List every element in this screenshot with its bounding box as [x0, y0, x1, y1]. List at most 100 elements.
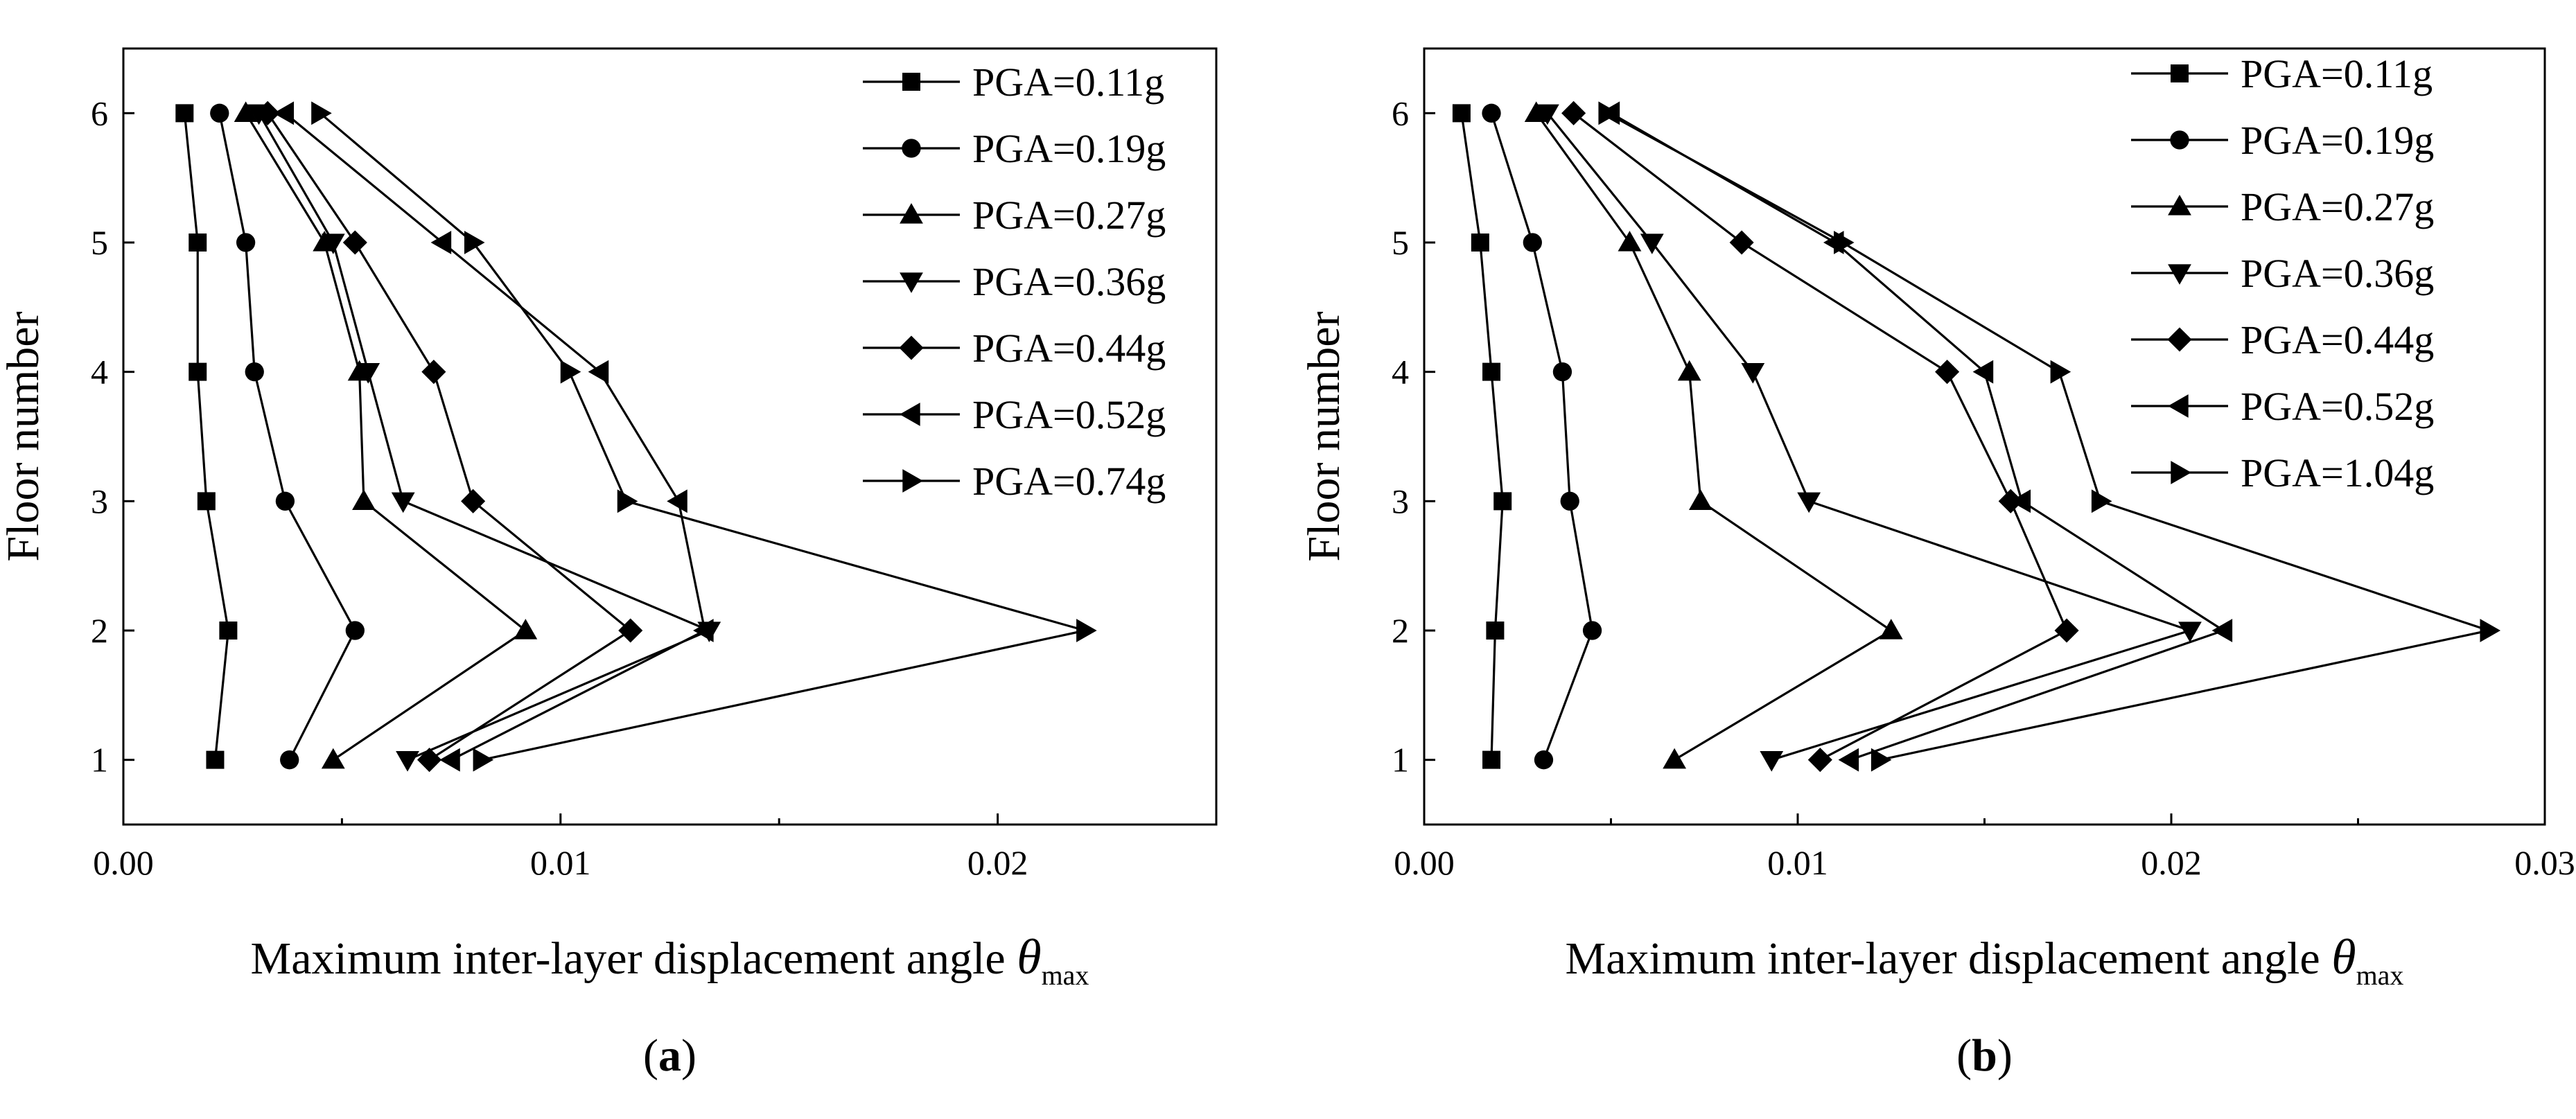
y-tick-label: 6 — [1392, 94, 1409, 132]
data-point — [352, 489, 376, 511]
data-point — [560, 360, 581, 384]
legend-marker — [899, 335, 924, 360]
data-point — [1797, 492, 1821, 513]
x-tick-label: 0.01 — [1767, 843, 1828, 882]
data-point — [1741, 362, 1765, 384]
data-point — [1688, 489, 1712, 511]
chart-panel-b: 0.00 0.01 0.02 0.03 1 2 3 4 5 6 Floor number Maximu… — [1299, 47, 2575, 1081]
series-line — [266, 112, 633, 761]
chart-panel-a: 0.00 0.01 0.02 1 2 3 4 5 6 Floor number Maximum in… — [0, 47, 1218, 1081]
data-point — [345, 621, 365, 640]
series-line — [1546, 112, 2194, 761]
legend-entry: PGA=0.19g — [863, 126, 1166, 171]
series-pga-0-74g — [311, 101, 1097, 772]
series-pga-1-04g — [1598, 101, 2501, 772]
series-pga-0-27g — [1524, 101, 1903, 769]
legend-marker — [2167, 327, 2192, 352]
legend-label: PGA=0.11g — [2241, 51, 2433, 96]
data-point — [1598, 101, 1620, 125]
legend-marker — [900, 203, 923, 224]
data-point — [391, 492, 415, 513]
data-point — [1640, 234, 1664, 254]
series-line — [1572, 112, 2069, 761]
legend-marker — [2168, 264, 2191, 285]
series-line — [284, 112, 706, 761]
series-pga-0-36g — [1535, 104, 2202, 772]
data-point — [1663, 748, 1687, 769]
legend-label: PGA=0.11g — [972, 60, 1164, 105]
legend-marker — [902, 469, 923, 493]
data-point — [1493, 492, 1512, 511]
y-tick-label: 1 — [1392, 741, 1409, 779]
series-pga-0-19g — [210, 103, 365, 770]
x-tick-label: 0.03 — [2514, 843, 2575, 882]
data-point — [1760, 750, 1784, 772]
data-point — [245, 362, 264, 382]
legend-label: PGA=1.04g — [2241, 450, 2434, 495]
data-point — [280, 750, 299, 770]
legend-marker — [902, 73, 920, 91]
legend-label: PGA=0.19g — [972, 126, 1166, 171]
data-point — [1486, 622, 1505, 640]
data-point — [2050, 360, 2071, 384]
data-point — [1076, 619, 1097, 642]
data-point — [321, 748, 345, 769]
y-axis-label: Floor number — [1299, 311, 1349, 561]
data-point — [236, 233, 256, 252]
data-point — [175, 104, 194, 123]
series-pga-0-11g — [175, 104, 238, 769]
series-pga-0-36g — [247, 104, 721, 772]
x-tick-label: 0.02 — [2141, 843, 2202, 882]
data-point — [1482, 750, 1501, 769]
legend-label: PGA=0.19g — [2241, 118, 2434, 163]
legend-entry: PGA=0.44g — [863, 326, 1166, 371]
data-point — [1879, 619, 1903, 640]
data-point — [1534, 750, 1554, 770]
y-tick-label: 4 — [91, 353, 108, 391]
data-point — [189, 234, 207, 252]
legend-entry: PGA=0.52g — [863, 392, 1166, 437]
data-point — [1870, 748, 1892, 772]
x-tick-label: 0.00 — [1394, 843, 1455, 882]
x-tick-label: 0.02 — [967, 843, 1028, 882]
x-tick-label: 0.00 — [93, 843, 154, 882]
data-point — [197, 492, 216, 511]
data-point — [1618, 231, 1642, 252]
data-point — [2480, 619, 2501, 642]
data-point — [588, 360, 609, 384]
data-point — [1535, 104, 1559, 125]
data-point — [464, 231, 485, 254]
legend-label: PGA=0.52g — [2241, 384, 2434, 429]
data-point — [189, 362, 207, 381]
legend-marker — [902, 139, 921, 158]
legend-label: PGA=0.36g — [2241, 251, 2434, 296]
series-line — [218, 113, 357, 761]
data-point — [617, 489, 638, 513]
panel-label: (a) — [643, 1030, 696, 1081]
plot-frame — [122, 47, 1218, 826]
data-point — [473, 748, 494, 772]
legend-label: PGA=0.44g — [972, 326, 1166, 371]
data-point — [1834, 231, 1855, 254]
series-line — [1460, 113, 1504, 760]
data-point — [439, 748, 460, 772]
data-point — [1935, 360, 1960, 385]
legend-marker — [900, 272, 923, 293]
legend-marker — [2168, 394, 2189, 418]
data-point — [1471, 234, 1489, 252]
y-tick-label: 1 — [91, 741, 108, 779]
data-point — [1561, 100, 1586, 125]
legend-marker — [2170, 130, 2189, 150]
legend-entry: PGA=0.36g — [2131, 251, 2434, 296]
series-line — [1610, 112, 2227, 761]
data-point — [275, 491, 295, 511]
x-tick-label: 0.01 — [530, 843, 591, 882]
data-point — [321, 234, 345, 254]
data-point — [356, 362, 380, 384]
series-pga-0-11g — [1452, 104, 1512, 769]
legend-entry: PGA=0.44g — [2131, 317, 2434, 362]
data-point — [667, 489, 687, 513]
legend-marker — [2171, 461, 2191, 484]
data-point — [255, 100, 280, 125]
legend-entry: PGA=0.36g — [863, 259, 1166, 304]
